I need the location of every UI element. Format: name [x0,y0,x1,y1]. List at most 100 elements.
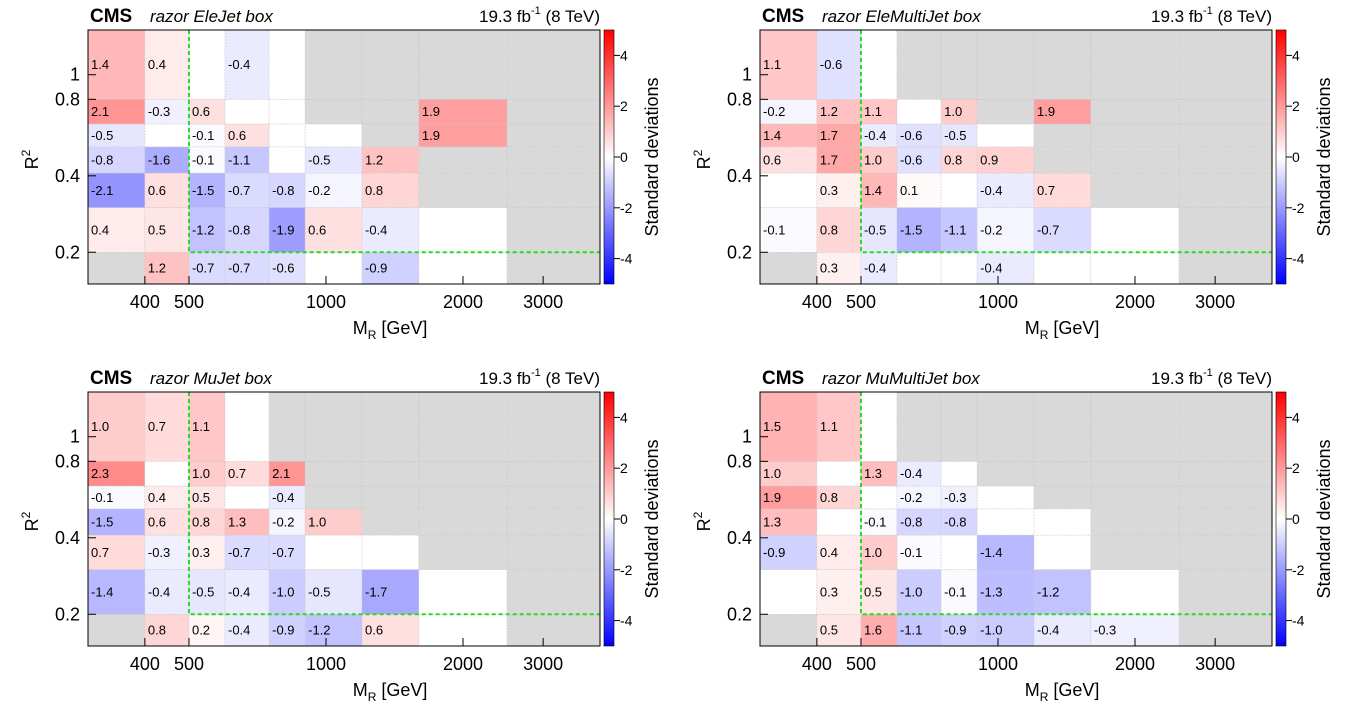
cell-value-label: -0.6 [900,152,922,167]
cell-value-label: 1.5 [763,419,781,434]
heatmap-cell [896,172,942,208]
x-tick-label: 3000 [523,292,563,312]
heatmap-cell [418,146,508,174]
cell-value-label: -0.7 [228,183,250,198]
y-tick-label: 1 [742,427,752,447]
cell-value-label: -1.2 [192,222,214,237]
heatmap-cell [224,251,270,285]
cell-value-label: -0.1 [91,490,113,505]
box-name: razor MuMultiJet box [822,369,980,388]
cell-value-label: 1.1 [763,57,781,72]
x-axis: 400 500 1000 2000 3000 [802,276,1235,312]
x-tick-label: 500 [174,292,204,312]
cell-value-label: 0.6 [148,183,166,198]
cell-value-label: 1.7 [820,128,838,143]
heatmap-cell [188,461,226,487]
cell-value-label: -0.3 [944,490,966,505]
cell-value-label: 0.6 [308,222,326,237]
heatmap-cell [268,99,306,125]
cell-value-label: 1.9 [763,490,781,505]
heatmap-cell [976,251,1035,285]
cell-value-label: 0.4 [148,57,166,72]
cell-value-label: 0.6 [365,623,383,638]
colorbar: -4 -2 0 2 4 Standard deviations [1275,29,1334,285]
heatmap-cell [144,99,190,125]
colorbar-tick-label: -4 [620,613,633,629]
y-tick-label: 0.4 [727,528,752,548]
cell-value-label: 0.3 [820,183,838,198]
cell-value-label: 1.4 [763,128,781,143]
colorbar: -4 -2 0 2 4 Standard deviations [603,391,662,647]
heatmap-cell [268,534,306,570]
heatmap-cell [506,569,601,615]
heatmap-cell [976,207,1035,253]
heatmap-cell [1178,123,1273,148]
heatmap-cell [1033,534,1092,570]
y-axis: 0.2 0.4 0.8 1 [727,427,768,624]
cell-value-label: 1.0 [91,419,109,434]
y-tick-label: 0.4 [55,166,80,186]
heatmap-cell [1178,207,1273,253]
heatmap-cell [896,146,942,174]
y-tick-label: 0.2 [727,242,752,262]
x-tick-label: 2000 [1115,654,1155,674]
cell-value-label: 0.4 [148,490,166,505]
x-tick-label: 3000 [523,654,563,674]
heatmap-cell [976,391,1035,462]
colorbar-title: Standard deviations [1314,77,1334,236]
heatmap-panel-4: 0.5 1.6 -1.1 -0.9 -1.0 -0.4 -0.3 0.3 0.5 -1.0 -0.1… [691,367,1334,704]
cell-value-label: -0.2 [763,104,785,119]
cell-value-label: -0.1 [864,514,886,529]
y-axis: 0.2 0.4 0.8 1 [55,427,96,624]
cell-value-label: -0.6 [272,261,294,276]
heatmap-cell [1178,569,1273,615]
colorbar-tick-label: -2 [620,200,633,216]
heatmap-cell [1178,508,1273,536]
cell-value-label: -0.4 [980,261,1002,276]
experiment-label: CMS [762,6,804,27]
heatmap-cell [418,207,508,253]
colorbar-tick-label: 2 [1292,98,1300,114]
cell-value-label: -1.0 [272,584,294,599]
x-axis-title: MR [GeV] [353,318,428,342]
heatmap-cell [976,485,1035,510]
colorbar-tick-label: -4 [1292,613,1305,629]
y-axis-title: R2 [691,511,714,531]
cell-value-label: -2.1 [91,183,113,198]
x-tick-label: 2000 [443,292,483,312]
cell-value-label: 1.3 [228,514,246,529]
heatmap-cell [87,207,146,253]
y-tick-label: 0.8 [55,451,80,471]
cell-value-label: -0.8 [944,514,966,529]
heatmap-cell [940,172,978,208]
colorbar-tick-label: 2 [1292,460,1300,476]
cell-value-label: -0.5 [308,152,330,167]
heatmap-cell [304,391,363,462]
cell-value-label: 1.9 [422,128,440,143]
colorbar-tick-label: 2 [620,98,628,114]
cell-value-label: -0.4 [864,261,886,276]
cell-value-label: 1.2 [148,261,166,276]
cell-value-label: -0.9 [944,623,966,638]
cell-value-label: -0.5 [91,128,113,143]
cell-value-label: 0.4 [91,222,109,237]
heatmap-cell [896,251,942,285]
heatmap-cell [1033,123,1092,148]
heatmap-cell [87,391,146,462]
cell-value-label: -1.9 [272,222,294,237]
experiment-label: CMS [90,6,132,27]
heatmap-cell [268,123,306,148]
heatmap-cell [940,461,978,487]
cell-value-label: -0.2 [900,490,922,505]
y-tick-label: 0.8 [727,89,752,109]
cell-value-label: 2.1 [91,104,109,119]
heatmap-cell [759,569,818,615]
heatmap-cell [144,534,190,570]
cell-value-label: -0.4 [148,584,170,599]
cell-value-label: 0.5 [820,623,838,638]
x-axis-title: MR [GeV] [1025,680,1100,704]
heatmap-cell [1033,172,1092,208]
cell-value-label: -0.2 [980,222,1002,237]
heatmap-cell [1033,613,1092,647]
cell-value-label: -1.7 [365,584,387,599]
